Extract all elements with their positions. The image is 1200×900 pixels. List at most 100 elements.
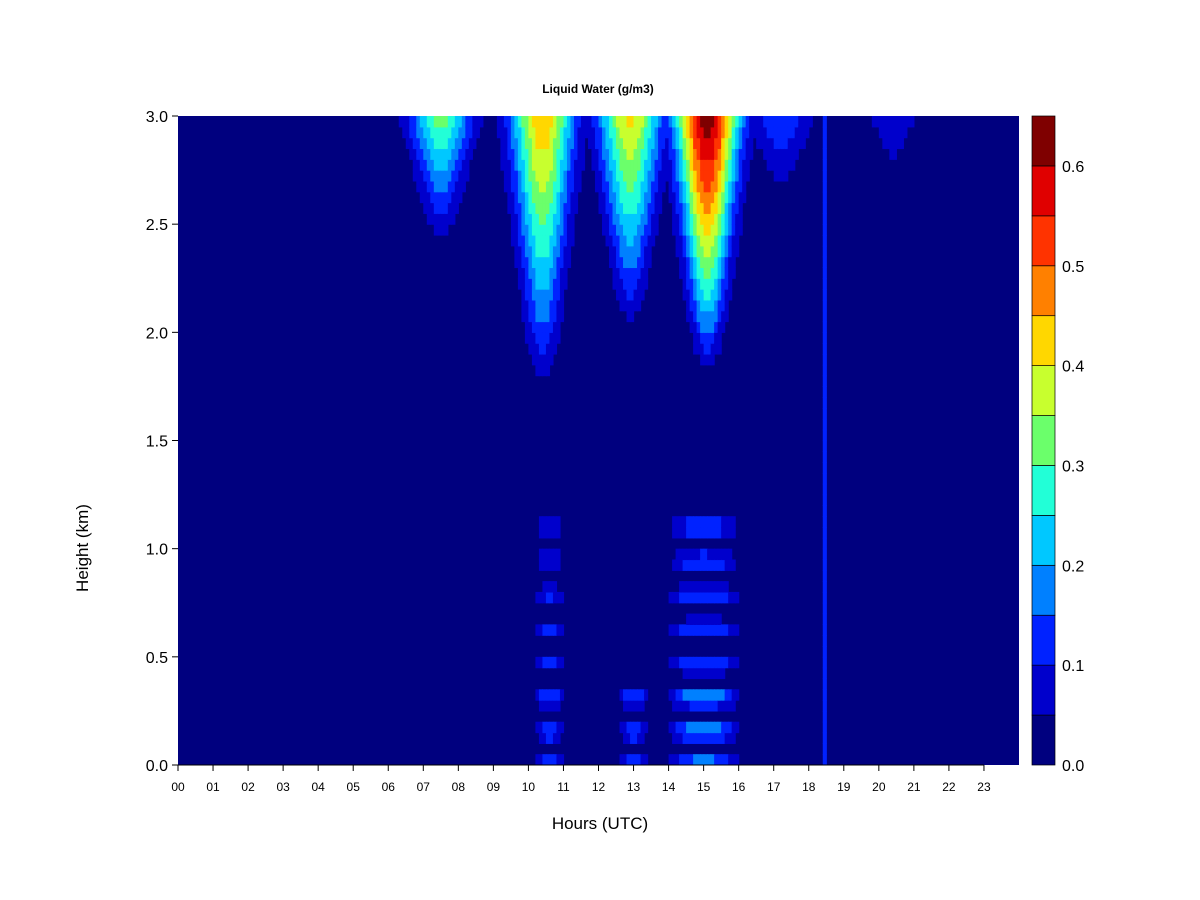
- heatmap-cell: [686, 191, 691, 204]
- heatmap-cell: [696, 732, 701, 744]
- heatmap-cell: [773, 137, 778, 150]
- heatmap-cell: [728, 224, 733, 236]
- heatmap-cell: [440, 148, 445, 160]
- heatmap-cell: [700, 581, 705, 593]
- heatmap-cell: [675, 245, 680, 258]
- heatmap-cell: [780, 137, 785, 150]
- heatmap-cell: [822, 267, 827, 279]
- heatmap-cell: [640, 213, 645, 225]
- heatmap-cell: [552, 234, 558, 247]
- heatmap-cell: [665, 137, 670, 150]
- heatmap-cell: [594, 148, 600, 160]
- heatmap-cell: [665, 159, 670, 171]
- heatmap-cell: [731, 234, 736, 247]
- heatmap-cell: [623, 299, 628, 312]
- heatmap-cell: [675, 527, 680, 539]
- heatmap-cell: [707, 321, 712, 333]
- heatmap-cell: [682, 700, 687, 712]
- heatmap-cell: [461, 137, 466, 150]
- heatmap-cell: [675, 170, 680, 182]
- heatmap-cell: [822, 429, 827, 442]
- heatmap-cell: [696, 656, 701, 669]
- heatmap-cell: [528, 224, 533, 236]
- heatmap-cell: [549, 116, 554, 128]
- heatmap-cell: [630, 310, 635, 323]
- heatmap-cell: [682, 234, 687, 247]
- heatmap-cell: [437, 126, 442, 139]
- heatmap-cell: [524, 310, 530, 323]
- heatmap-cell: [700, 224, 705, 236]
- heatmap-cell: [686, 689, 691, 701]
- heatmap-background: [178, 116, 1019, 765]
- heatmap-cell: [724, 234, 729, 247]
- heatmap-cell: [686, 245, 691, 258]
- heatmap-cell: [672, 137, 677, 150]
- heatmap-cell: [735, 213, 740, 225]
- heatmap-cell: [528, 180, 533, 193]
- heatmap-cell: [682, 202, 687, 214]
- heatmap-cell: [679, 234, 684, 247]
- heatmap-cell: [587, 137, 593, 150]
- heatmap-cell: [794, 137, 799, 150]
- heatmap-cell: [542, 234, 547, 247]
- heatmap-cell: [703, 754, 708, 765]
- heatmap-cell: [419, 191, 424, 204]
- heatmap-cell: [640, 267, 645, 279]
- heatmap-cell: [822, 299, 827, 312]
- heatmap-cell: [602, 137, 607, 150]
- heatmap-cell: [507, 148, 512, 160]
- heatmap-cell: [605, 180, 610, 193]
- heatmap-cell: [721, 624, 726, 636]
- heatmap-cell: [717, 548, 722, 561]
- heatmap-cell: [822, 353, 827, 366]
- heatmap-cell: [675, 700, 680, 712]
- heatmap-cell: [619, 721, 624, 734]
- heatmap-cell: [535, 224, 540, 236]
- heatmap-cell: [668, 159, 673, 171]
- heatmap-cell: [521, 159, 526, 171]
- heatmap-cell: [689, 148, 694, 160]
- heatmap-cell: [693, 148, 698, 160]
- heatmap-cell: [822, 678, 827, 690]
- heatmap-cell: [524, 256, 530, 269]
- heatmap-cell: [454, 126, 459, 139]
- heatmap-cell: [689, 224, 694, 236]
- heatmap-cell: [721, 667, 726, 680]
- heatmap-cell: [700, 689, 705, 701]
- heatmap-cell: [696, 667, 701, 680]
- heatmap-cell: [623, 267, 628, 279]
- heatmap-cell: [731, 700, 736, 712]
- heatmap-cell: [461, 159, 466, 171]
- heatmap-cell: [461, 170, 466, 182]
- heatmap-cell: [682, 278, 687, 290]
- heatmap-cell: [630, 267, 635, 279]
- heatmap-cell: [668, 191, 673, 204]
- heatmap-cell: [556, 299, 561, 312]
- heatmap-cell: [619, 126, 624, 139]
- heatmap-cell: [714, 234, 719, 247]
- heatmap-cell: [738, 159, 743, 171]
- heatmap-cell: [714, 548, 719, 561]
- heatmap-cell: [707, 116, 712, 128]
- heatmap-cell: [731, 527, 736, 539]
- heatmap-cell: [675, 202, 680, 214]
- heatmap-cell: [724, 581, 729, 593]
- heatmap-cell: [689, 321, 694, 333]
- heatmap-cell: [724, 224, 729, 236]
- heatmap-cell: [721, 721, 726, 734]
- heatmap-cell: [433, 170, 438, 182]
- heatmap-cell: [426, 116, 431, 128]
- heatmap-cell: [542, 353, 547, 366]
- heatmap-cell: [675, 116, 680, 128]
- heatmap-cell: [724, 202, 729, 214]
- heatmap-cell: [679, 126, 684, 139]
- heatmap-cell: [710, 170, 715, 182]
- heatmap-cell: [735, 170, 740, 182]
- heatmap-cell: [619, 689, 624, 701]
- heatmap-cell: [465, 116, 470, 128]
- heatmap-cell: [693, 700, 698, 712]
- heatmap-cell: [563, 126, 568, 139]
- heatmap-cell: [440, 213, 445, 225]
- heatmap-cell: [458, 148, 463, 160]
- heatmap-cell: [538, 656, 544, 669]
